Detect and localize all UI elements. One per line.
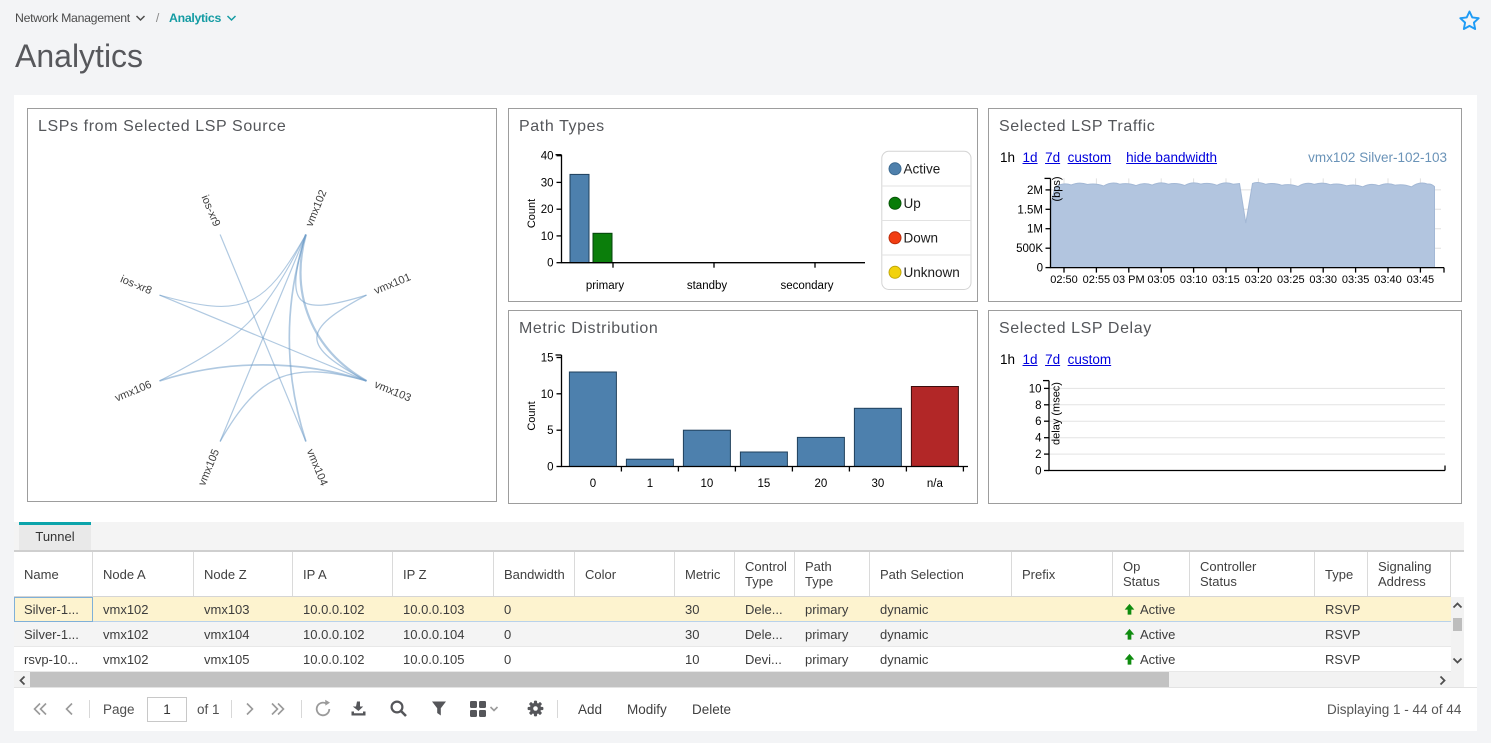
svg-text:ios-xr8: ios-xr8: [118, 273, 153, 297]
svg-text:4: 4: [1035, 433, 1042, 445]
svg-text:0: 0: [547, 258, 553, 270]
svg-text:0: 0: [1035, 466, 1041, 478]
svg-text:03:20: 03:20: [1245, 274, 1273, 286]
svg-text:n/a: n/a: [927, 478, 944, 490]
svg-text:primary: primary: [586, 280, 625, 292]
svg-text:15: 15: [541, 353, 554, 365]
svg-text:03:10: 03:10: [1180, 274, 1208, 286]
svg-text:8: 8: [1035, 400, 1041, 412]
svg-text:20: 20: [541, 204, 554, 216]
svg-text:secondary: secondary: [780, 280, 833, 292]
svg-text:30: 30: [872, 478, 885, 490]
svg-text:Down: Down: [904, 230, 939, 245]
svg-text:02:55: 02:55: [1083, 274, 1111, 286]
svg-text:20: 20: [815, 478, 828, 490]
svg-text:ios-xr9: ios-xr9: [199, 193, 223, 228]
svg-text:Up: Up: [904, 196, 921, 211]
svg-text:30: 30: [541, 177, 554, 189]
svg-text:0: 0: [590, 478, 596, 490]
svg-text:(bps): (bps): [1051, 176, 1063, 201]
svg-text:2: 2: [1035, 449, 1041, 461]
svg-text:10: 10: [1029, 383, 1042, 395]
svg-text:500K: 500K: [1016, 243, 1043, 255]
svg-text:vmx103: vmx103: [373, 379, 413, 405]
svg-text:Active: Active: [904, 161, 941, 176]
svg-text:03 PM: 03 PM: [1113, 274, 1145, 286]
svg-text:03:30: 03:30: [1309, 274, 1337, 286]
svg-text:10: 10: [541, 231, 554, 243]
svg-text:6: 6: [1035, 416, 1041, 428]
svg-text:10: 10: [541, 389, 554, 401]
svg-text:Unknown: Unknown: [904, 265, 960, 280]
svg-text:40: 40: [541, 151, 554, 163]
svg-text:Count: Count: [526, 401, 538, 430]
svg-text:standby: standby: [687, 280, 728, 292]
svg-text:03:45: 03:45: [1407, 274, 1435, 286]
svg-text:0: 0: [547, 462, 553, 474]
svg-text:0: 0: [1037, 263, 1043, 275]
svg-text:03:35: 03:35: [1342, 274, 1370, 286]
svg-text:15: 15: [758, 478, 771, 490]
svg-text:vmx102: vmx102: [304, 188, 330, 228]
svg-text:vmx101: vmx101: [372, 271, 412, 297]
svg-text:10: 10: [701, 478, 714, 490]
svg-text:1.5M: 1.5M: [1017, 204, 1043, 216]
svg-text:vmx106: vmx106: [113, 379, 153, 405]
svg-text:5: 5: [547, 425, 553, 437]
svg-text:delay (msec): delay (msec): [1050, 382, 1062, 445]
svg-text:1: 1: [647, 478, 653, 490]
svg-text:03:25: 03:25: [1277, 274, 1305, 286]
svg-text:03:40: 03:40: [1374, 274, 1402, 286]
svg-text:vmx105: vmx105: [196, 447, 222, 487]
svg-text:03:05: 03:05: [1147, 274, 1175, 286]
svg-text:1M: 1M: [1027, 224, 1043, 236]
svg-text:02:50: 02:50: [1050, 274, 1078, 286]
svg-text:2M: 2M: [1027, 185, 1043, 197]
svg-text:Count: Count: [526, 199, 538, 228]
svg-text:03:15: 03:15: [1212, 274, 1240, 286]
svg-text:vmx104: vmx104: [304, 447, 330, 487]
